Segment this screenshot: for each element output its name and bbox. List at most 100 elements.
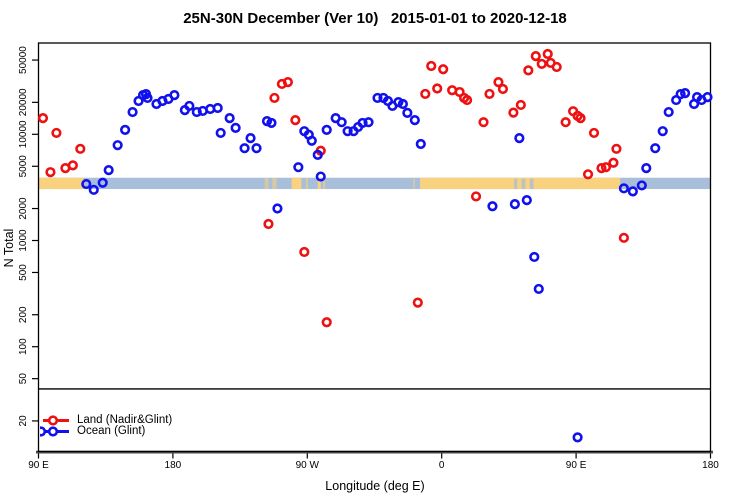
data-point-ocean [618, 183, 629, 194]
data-point-land [493, 77, 504, 88]
data-point-land [596, 163, 607, 174]
data-point-land [478, 117, 489, 128]
data-point-land [321, 317, 332, 328]
chart-title: 25N-30N December (Ver 10) 2015-01-01 to … [183, 10, 567, 27]
data-point-ocean [663, 106, 674, 118]
data-point-ocean [409, 115, 420, 126]
y-tick-label: 50 [18, 373, 29, 385]
data-point-land [426, 60, 437, 72]
legend-item-ocean: Ocean (Glint) [40, 425, 172, 437]
y-tick-label: 500 [18, 264, 29, 281]
y-tick-label: 10000 [18, 120, 29, 148]
data-point-land [588, 127, 600, 139]
land-strip-segment-faint [272, 177, 277, 190]
x-tick-label: 90 W [296, 460, 320, 471]
data-point-ocean [521, 195, 532, 206]
data-point-ocean [336, 117, 347, 128]
data-point-land [608, 157, 619, 168]
x-tick-label: 90 E [566, 460, 587, 471]
plot-border [37, 42, 712, 453]
data-point-ocean [641, 163, 652, 174]
data-point-ocean [636, 180, 647, 191]
ocean-strip-cutout [514, 178, 518, 190]
x-tick-label: 180 [165, 460, 182, 471]
data-point-land [269, 92, 280, 104]
y-tick-label: 1000 [18, 229, 29, 252]
ocean-series-marker-icon [40, 426, 69, 437]
data-point-ocean [169, 89, 180, 101]
data-point-ocean [191, 106, 202, 118]
data-point-ocean [397, 98, 408, 110]
data-point-land [523, 65, 534, 76]
land-strip-segment [317, 177, 321, 190]
data-point-land [484, 88, 495, 100]
data-point-ocean [97, 177, 108, 188]
data-point-ocean [312, 149, 323, 160]
ocean-strip-cutout [521, 178, 526, 190]
data-point-ocean [215, 127, 226, 139]
legend-item-land: Land (Nadir&Glint) [40, 414, 172, 426]
data-point-ocean [103, 165, 114, 176]
data-point-ocean [675, 89, 686, 100]
data-point-land [51, 127, 62, 139]
data-point-ocean [230, 122, 241, 133]
ocean-strip-cutout [529, 178, 534, 190]
data-point-ocean [212, 102, 223, 114]
land-strip-segment [420, 177, 621, 190]
data-point-ocean [245, 133, 256, 144]
data-point-land [299, 246, 310, 258]
data-point-ocean [184, 100, 195, 112]
data-point-land [470, 191, 482, 202]
plot-background [38, 43, 711, 452]
data-point-ocean [251, 143, 262, 154]
data-point-land [461, 94, 473, 106]
data-point-ocean [415, 138, 426, 150]
data-point-ocean [363, 117, 374, 128]
y-axis-title: N Total [2, 228, 16, 268]
data-point-ocean [321, 124, 332, 136]
data-point-ocean [142, 92, 153, 104]
data-point-ocean [487, 201, 498, 212]
data-point-land [542, 48, 553, 60]
data-point-land [438, 64, 449, 75]
data-point-ocean [533, 283, 544, 295]
data-point-ocean [239, 143, 250, 154]
y-tick-label: 100 [18, 338, 29, 355]
data-point-ocean [112, 140, 123, 151]
land-series-marker-icon [43, 415, 69, 426]
data-point-ocean [702, 92, 713, 103]
y-tick-label: 200 [18, 306, 29, 323]
data-point-land [582, 169, 594, 180]
data-point-ocean [224, 113, 235, 124]
data-point-ocean [127, 106, 138, 118]
data-point-land [497, 83, 509, 95]
data-point-ocean [293, 162, 304, 173]
land-strip-segment [291, 177, 302, 190]
data-point-land [611, 143, 622, 154]
land-strip-segment-faint [305, 177, 309, 190]
data-point-ocean [306, 135, 317, 146]
data-point-land [560, 117, 571, 128]
data-point-ocean [342, 126, 353, 137]
data-point-ocean [315, 171, 326, 182]
x-axis-title: Longitude (deg E) [325, 479, 425, 493]
data-point-land [551, 61, 562, 73]
data-point-land [420, 88, 431, 100]
y-tick-label: 20000 [18, 88, 29, 116]
data-point-ocean [372, 92, 383, 104]
data-point-land [508, 107, 519, 118]
data-point-land [45, 167, 56, 178]
land-strip-segment-faint [264, 177, 269, 190]
legend: Land (Nadir&Glint) Ocean (Glint) [40, 414, 172, 437]
data-point-land [263, 218, 274, 230]
data-point-ocean [357, 117, 368, 129]
data-point-ocean [627, 186, 638, 197]
x-tick-label: 90 E [28, 460, 49, 471]
data-point-land [282, 77, 293, 88]
data-point-land [515, 99, 526, 111]
data-point-ocean [509, 199, 520, 210]
data-point-ocean [572, 432, 583, 443]
y-tick-label: 50000 [18, 46, 29, 74]
